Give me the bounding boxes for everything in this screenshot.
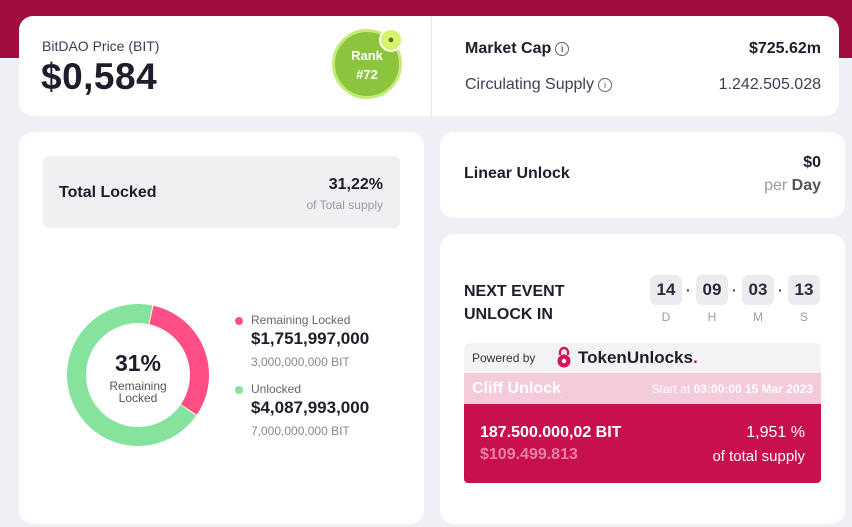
countdown-unit: S xyxy=(799,310,808,324)
cliff-usd-value: $109.499.813 xyxy=(480,446,578,463)
rank-label: Rank xyxy=(351,48,383,63)
cliff-amount: 187.500.000,02 BIT xyxy=(480,424,622,441)
linear-unlock-card: Linear Unlock $0 per Day xyxy=(440,132,845,218)
market-cap-label: Market Cap i xyxy=(465,40,570,58)
tokenunlocks-brand[interactable]: TokenUnlocks. xyxy=(578,348,698,367)
legend-value: $1,751,997,000 xyxy=(251,329,370,348)
countdown-unit: M xyxy=(753,310,763,324)
locked-summary-card: Total Locked 31,22% of Total supply 31% … xyxy=(19,132,424,524)
unlock-widget: Powered by TokenUnlocks. Cliff Unlock St… xyxy=(464,343,821,483)
countdown-separator: · xyxy=(778,282,783,298)
locked-donut-chart xyxy=(67,304,209,446)
countdown-days: 14 xyxy=(650,275,682,305)
price-value: $0,584 xyxy=(41,56,158,97)
cliff-unlock-details: 187.500.000,02 BIT $109.499.813 1,951 % … xyxy=(464,404,821,483)
rank-value: #72 xyxy=(356,67,378,82)
countdown-minutes: 03 xyxy=(742,275,774,305)
linear-unlock-period: per Day xyxy=(764,177,821,194)
total-locked-box: Total Locked 31,22% of Total supply xyxy=(43,156,400,228)
total-locked-pct: 31,22% xyxy=(328,176,383,193)
divider xyxy=(431,16,432,116)
powered-by-bar: Powered by TokenUnlocks. xyxy=(464,343,821,373)
powered-by-label: Powered by xyxy=(472,351,536,365)
cliff-unlock-title: Cliff Unlock xyxy=(472,380,561,397)
donut-slice-remaining-locked[interactable] xyxy=(149,305,209,415)
rank-badge: Rank #72 ● xyxy=(332,28,403,99)
countdown-separator: · xyxy=(686,282,691,298)
tokenunlocks-logo-icon[interactable] xyxy=(556,346,572,368)
legend-dot-locked xyxy=(235,317,243,325)
total-locked-label: Total Locked xyxy=(59,184,157,201)
rank-mascot-icon: ● xyxy=(379,28,403,52)
next-event-title: NEXT EVENT UNLOCK IN xyxy=(464,283,565,323)
linear-unlock-value: $0 xyxy=(803,154,821,171)
circulating-supply-value: 1.242.505.028 xyxy=(718,76,821,93)
donut-center-pct: 31% xyxy=(114,350,162,376)
countdown-unit: D xyxy=(661,310,671,324)
countdown-unit: H xyxy=(707,310,717,324)
linear-unlock-label: Linear Unlock xyxy=(464,165,570,182)
price-label: BitDAO Price (BIT) xyxy=(42,38,160,54)
total-locked-sub: of Total supply xyxy=(306,198,384,212)
cliff-supply-label: of total supply xyxy=(712,448,805,465)
legend-bit: 3,000,000,000 BIT xyxy=(251,355,350,369)
legend-value: $4,087,993,000 xyxy=(251,398,370,417)
legend-label: Remaining Locked xyxy=(251,313,351,327)
countdown-separator: · xyxy=(732,282,737,298)
countdown-hours: 09 xyxy=(696,275,728,305)
next-event-card: NEXT EVENT UNLOCK IN 14 · 09 · 03 · 13 D … xyxy=(440,234,845,524)
legend-label: Unlocked xyxy=(251,382,302,396)
donut-center-label: Remaining Locked xyxy=(109,379,167,405)
cliff-supply-pct: 1,951 % xyxy=(746,424,805,441)
token-header-card: BitDAO Price (BIT) $0,584 Rank #72 ● Mar… xyxy=(19,16,839,116)
market-cap-value: $725.62m xyxy=(748,40,821,57)
cliff-start-time: Start at 03:00:00 15 Mar 2023 xyxy=(651,382,813,396)
donut-slice-unlocked[interactable] xyxy=(67,304,197,446)
info-icon[interactable]: i xyxy=(555,41,570,56)
info-icon[interactable]: i xyxy=(597,77,612,92)
donut-center: 31% Remaining Locked xyxy=(67,304,209,446)
countdown-seconds: 13 xyxy=(788,275,820,305)
circulating-supply-label: Circulating Supply i xyxy=(465,76,612,94)
legend-dot-unlocked xyxy=(235,386,243,394)
cliff-unlock-header: Cliff Unlock Start at 03:00:00 15 Mar 20… xyxy=(464,373,821,404)
legend-bit: 7,000,000,000 BIT xyxy=(251,424,350,438)
